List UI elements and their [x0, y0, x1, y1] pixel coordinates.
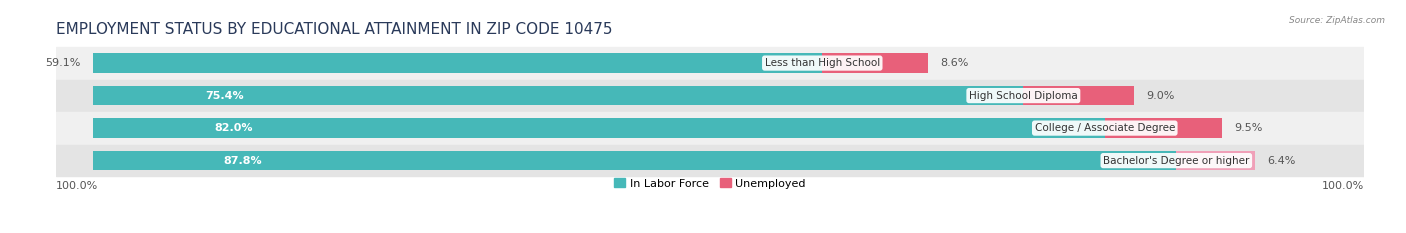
- Bar: [56, 48, 1364, 79]
- Text: 59.1%: 59.1%: [45, 58, 82, 68]
- Text: College / Associate Degree: College / Associate Degree: [1035, 123, 1175, 133]
- Bar: [56, 113, 1364, 144]
- Text: 87.8%: 87.8%: [224, 156, 262, 166]
- Text: 75.4%: 75.4%: [205, 91, 243, 101]
- Bar: [56, 80, 1364, 111]
- Text: Less than High School: Less than High School: [765, 58, 880, 68]
- Text: 100.0%: 100.0%: [1322, 181, 1364, 191]
- Bar: [56, 145, 1364, 176]
- Text: 8.6%: 8.6%: [941, 58, 969, 68]
- Text: Bachelor's Degree or higher: Bachelor's Degree or higher: [1104, 156, 1250, 166]
- Text: 82.0%: 82.0%: [215, 123, 253, 133]
- Text: EMPLOYMENT STATUS BY EDUCATIONAL ATTAINMENT IN ZIP CODE 10475: EMPLOYMENT STATUS BY EDUCATIONAL ATTAINM…: [56, 22, 613, 37]
- Text: 9.0%: 9.0%: [1147, 91, 1175, 101]
- Bar: [1024, 86, 1135, 105]
- Bar: [93, 86, 1024, 105]
- Text: 6.4%: 6.4%: [1268, 156, 1296, 166]
- Legend: In Labor Force, Unemployed: In Labor Force, Unemployed: [610, 174, 810, 193]
- Bar: [93, 151, 1177, 170]
- Bar: [93, 118, 1105, 138]
- Text: 100.0%: 100.0%: [56, 181, 98, 191]
- Bar: [1177, 151, 1256, 170]
- Bar: [1105, 118, 1222, 138]
- Text: 9.5%: 9.5%: [1234, 123, 1263, 133]
- Text: High School Diploma: High School Diploma: [969, 91, 1078, 101]
- Bar: [93, 53, 823, 73]
- Text: Source: ZipAtlas.com: Source: ZipAtlas.com: [1289, 16, 1385, 25]
- Bar: [823, 53, 928, 73]
